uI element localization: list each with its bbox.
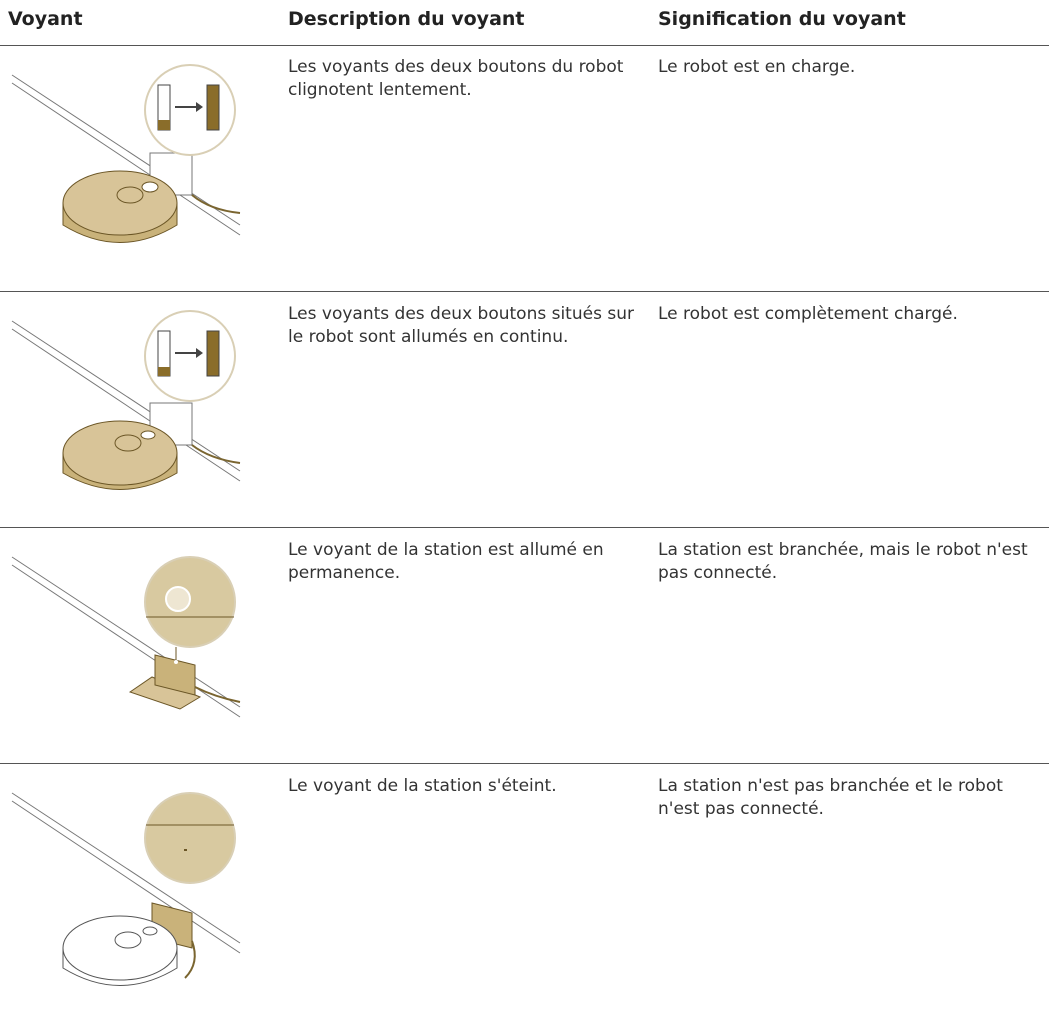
- wall: [11, 328, 241, 482]
- arrow-head: [196, 102, 203, 112]
- battery-full: [206, 330, 220, 377]
- column-header: Signification du voyant: [658, 8, 906, 30]
- robot-button: [116, 186, 144, 204]
- battery-level: [158, 120, 170, 130]
- separator: [0, 45, 1049, 46]
- robot-illustration: [11, 792, 241, 986]
- wall: [11, 792, 241, 944]
- station-led: [174, 660, 178, 664]
- callout: [144, 792, 236, 884]
- robot-button: [114, 931, 142, 949]
- wall: [11, 800, 241, 954]
- column-header: Description du voyant: [288, 8, 525, 30]
- station-base: [128, 676, 202, 710]
- separator: [0, 291, 1049, 292]
- description: Le voyant de la station s'éteint.: [288, 776, 557, 796]
- robot-light: [140, 430, 156, 440]
- station-illustration: [11, 556, 241, 718]
- cable: [191, 444, 241, 464]
- column-header: Voyant: [8, 8, 83, 30]
- robot-light: [142, 926, 158, 936]
- cable: [194, 686, 241, 703]
- wall: [11, 74, 241, 226]
- robot-top: [62, 170, 178, 236]
- station-light: [165, 586, 191, 612]
- station-light: [184, 849, 187, 851]
- arrow-head: [196, 348, 203, 358]
- wall: [11, 82, 241, 236]
- station-body: [154, 654, 196, 696]
- robot-top: [62, 420, 178, 486]
- wall: [11, 564, 241, 718]
- cable: [191, 194, 241, 214]
- wall: [11, 556, 241, 708]
- robot-top: [62, 915, 178, 981]
- separator: [0, 763, 1049, 764]
- battery-full: [206, 84, 220, 131]
- battery-level: [158, 367, 170, 376]
- separator: [0, 527, 1049, 528]
- meaning: La station n'est pas branchée et le robo…: [658, 776, 1003, 819]
- meaning: La station est branchée, mais le robot n…: [658, 540, 1028, 583]
- robot-button: [114, 434, 142, 452]
- robot-light: [141, 181, 159, 193]
- meaning: Le robot est complètement chargé.: [658, 304, 958, 324]
- description: Les voyants des deux boutons situés sur …: [288, 304, 634, 347]
- robot-illustration: [11, 310, 241, 490]
- meaning: Le robot est en charge.: [658, 57, 856, 77]
- description: Les voyants des deux boutons du robot cl…: [288, 57, 624, 100]
- cable: [184, 940, 196, 979]
- robot-illustration: [11, 64, 241, 243]
- description: Le voyant de la station est allumé en pe…: [288, 540, 604, 583]
- wall: [11, 320, 241, 472]
